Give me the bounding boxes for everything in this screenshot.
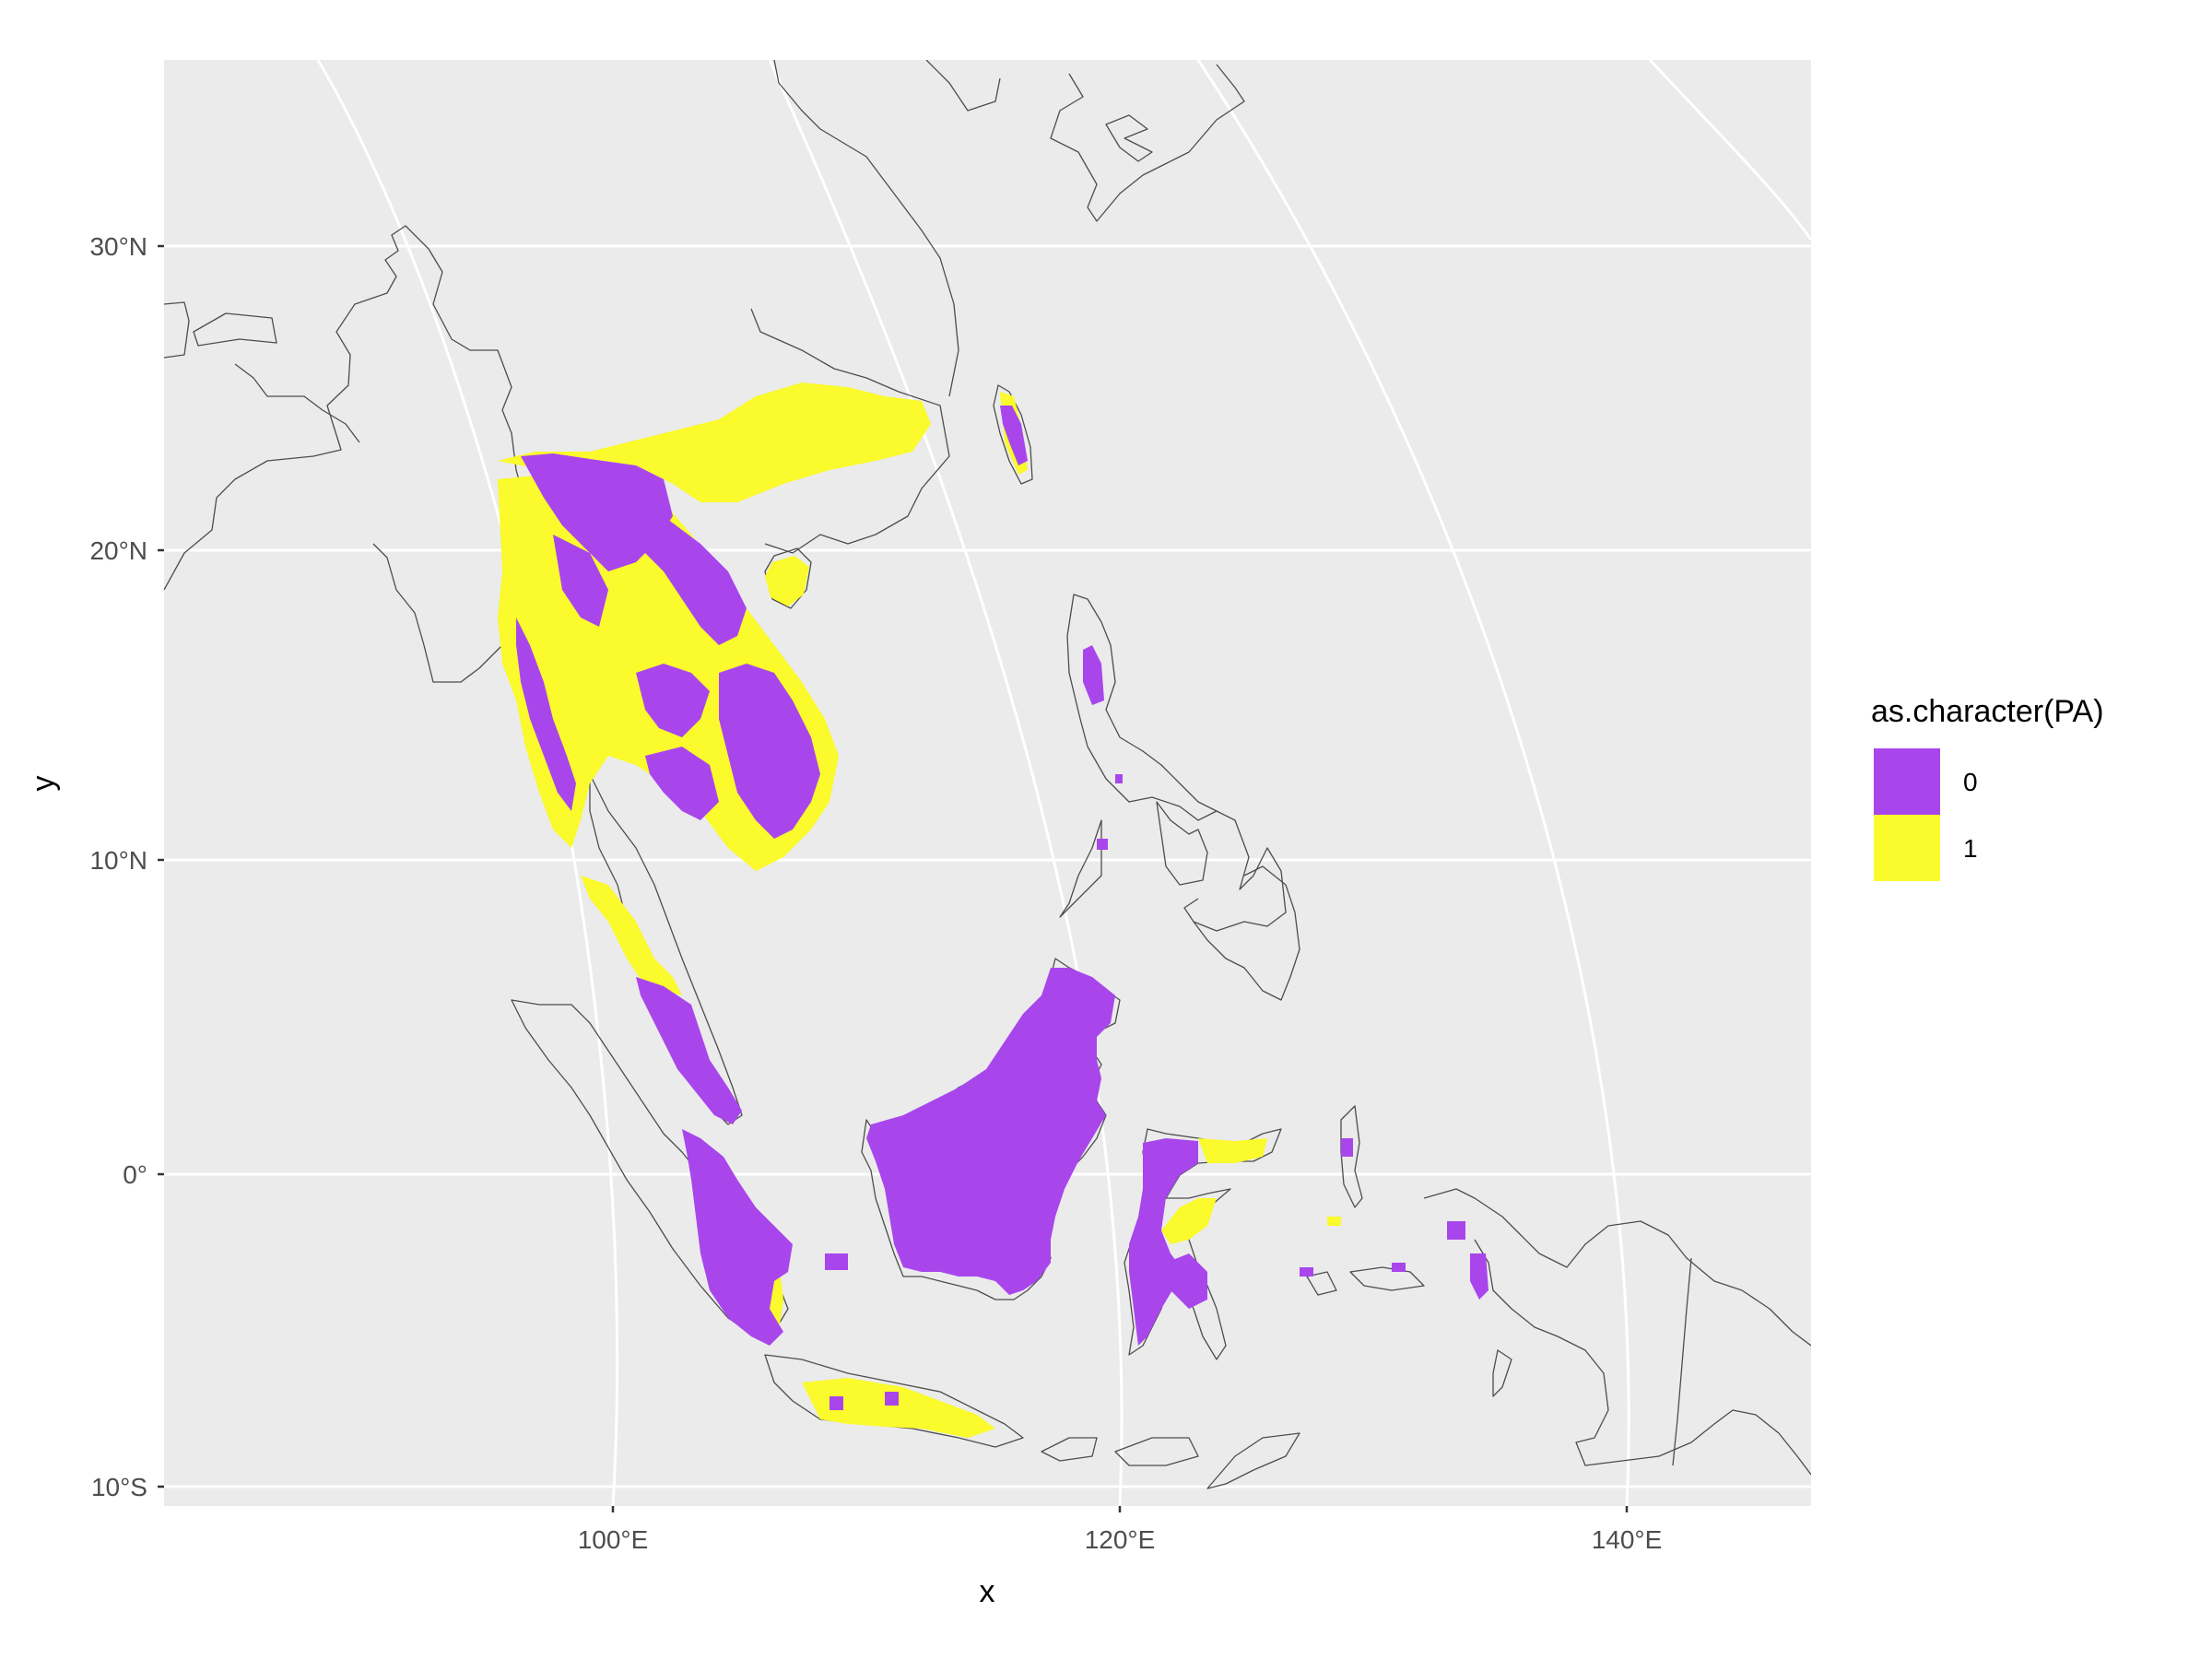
region-west-papua-0	[1447, 1221, 1465, 1240]
series-class-0	[516, 406, 1488, 1410]
region-thailand-0	[636, 664, 710, 737]
region-south-china-1	[498, 382, 931, 502]
x-axis-labels: 100°E 120°E 140°E	[578, 1525, 1663, 1554]
y-axis-title: y	[26, 776, 61, 792]
region-sulawesi-se-0	[1166, 1253, 1207, 1309]
region-luzon-0	[1083, 645, 1104, 705]
coast-kyushu	[1105, 114, 1153, 162]
coast-border-ne-india	[234, 363, 360, 443]
region-myanmar-central-0	[553, 535, 608, 627]
x-axis-title: x	[980, 1574, 995, 1609]
legend-key-1	[1874, 815, 1940, 881]
region-halmahera-0	[1341, 1138, 1353, 1157]
coast-mindanao	[1193, 865, 1300, 1001]
region-borneo-0	[866, 968, 1115, 1295]
region-myanmar-north-0	[521, 453, 673, 571]
x-tick-label: 120°E	[1085, 1525, 1156, 1554]
meridian-120e	[768, 60, 1124, 1506]
coast-halmahera	[1340, 1105, 1363, 1208]
meridian-140e	[1196, 60, 1630, 1506]
y-tick-label: 0°	[123, 1160, 147, 1189]
region-taiwan-0	[1000, 406, 1028, 465]
region-malay-north-1	[581, 876, 682, 995]
y-tick-label: 10°N	[89, 846, 147, 875]
coast-new-guinea-south	[1474, 1239, 1811, 1476]
y-tick-label: 20°N	[89, 536, 147, 565]
coast-mindanao-north	[1183, 810, 1287, 932]
legend: as.character(PA) 0 1	[1871, 694, 2104, 881]
region-laos-0	[627, 516, 747, 645]
region-palawan-0	[1097, 839, 1108, 850]
region-myanmar-south-0	[516, 618, 576, 811]
region-sulawesi-north-1	[1198, 1138, 1267, 1163]
coast-japan	[1050, 64, 1245, 222]
coast-java	[764, 1354, 1024, 1448]
coast-china-southeast	[750, 308, 950, 554]
coast-china-east	[773, 60, 959, 397]
coast-malay-peninsula	[589, 773, 743, 1125]
legend-key-0	[1874, 748, 1940, 815]
border-png	[1672, 1257, 1692, 1466]
region-sulawesi-east-1	[1161, 1198, 1217, 1244]
coast-lesser-sunda-1	[1041, 1437, 1098, 1462]
coast-seram	[1349, 1266, 1425, 1291]
coast-korea	[925, 60, 1001, 112]
coast-new-guinea-north	[1423, 1188, 1811, 1347]
region-hainan-1	[765, 556, 809, 606]
meridian-160e	[1648, 60, 1811, 241]
y-axis-labels: 30°N 20°N 10°N 0° 10°S	[89, 232, 147, 1501]
x-tick-label: 100°E	[578, 1525, 649, 1554]
region-mindoro-0	[1115, 774, 1123, 783]
region-buru-0	[1300, 1267, 1313, 1277]
region-java-east-0	[885, 1392, 899, 1406]
coast-visayas	[1156, 801, 1208, 886]
coast-sumatra	[511, 999, 789, 1337]
coast-bangladesh-myanmar-west	[164, 225, 535, 683]
legend-title: as.character(PA)	[1871, 694, 2104, 729]
coast-luzon	[1066, 594, 1218, 821]
region-cambodia-vietnam-0	[719, 664, 820, 839]
region-aru-0	[1470, 1253, 1488, 1300]
region-java-1	[802, 1378, 995, 1438]
region-maluku-1	[1327, 1217, 1341, 1226]
coast-himalaya-border	[193, 312, 277, 347]
coast-buru	[1306, 1271, 1337, 1296]
legend-label-0: 0	[1963, 768, 1978, 796]
coast-timor	[1206, 1432, 1300, 1489]
region-sumatra-0	[682, 1129, 793, 1346]
region-bangka-0	[825, 1253, 848, 1270]
panel-background	[164, 60, 1811, 1506]
legend-label-1: 1	[1963, 834, 1978, 863]
region-java-0	[830, 1396, 843, 1410]
x-tick-label: 140°E	[1592, 1525, 1663, 1554]
coast-lesser-sunda-2	[1114, 1437, 1199, 1466]
region-cambodia-west-0	[645, 747, 719, 820]
region-malay-south-0	[636, 977, 742, 1124]
coast-aru	[1492, 1349, 1512, 1397]
region-seram-0	[1392, 1263, 1406, 1272]
coast-india-nw	[164, 301, 190, 359]
axis-ticks	[158, 244, 1629, 1512]
y-tick-label: 30°N	[89, 232, 147, 261]
y-tick-label: 10°S	[91, 1473, 147, 1501]
coast-palawan	[1059, 819, 1102, 918]
